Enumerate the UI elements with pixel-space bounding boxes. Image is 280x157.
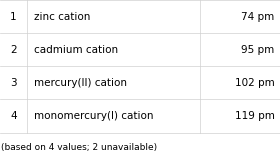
Text: 74 pm: 74 pm	[241, 12, 274, 22]
Text: 4: 4	[10, 111, 17, 121]
Text: 95 pm: 95 pm	[241, 45, 274, 55]
Text: zinc cation: zinc cation	[34, 12, 90, 22]
Text: monomercury(I) cation: monomercury(I) cation	[34, 111, 153, 121]
Text: 3: 3	[10, 78, 17, 88]
Text: 1: 1	[10, 12, 17, 22]
Text: 102 pm: 102 pm	[235, 78, 274, 88]
Text: (based on 4 values; 2 unavailable): (based on 4 values; 2 unavailable)	[1, 143, 158, 152]
Text: mercury(II) cation: mercury(II) cation	[34, 78, 127, 88]
Text: 119 pm: 119 pm	[235, 111, 274, 121]
Text: 2: 2	[10, 45, 17, 55]
Text: cadmium cation: cadmium cation	[34, 45, 118, 55]
